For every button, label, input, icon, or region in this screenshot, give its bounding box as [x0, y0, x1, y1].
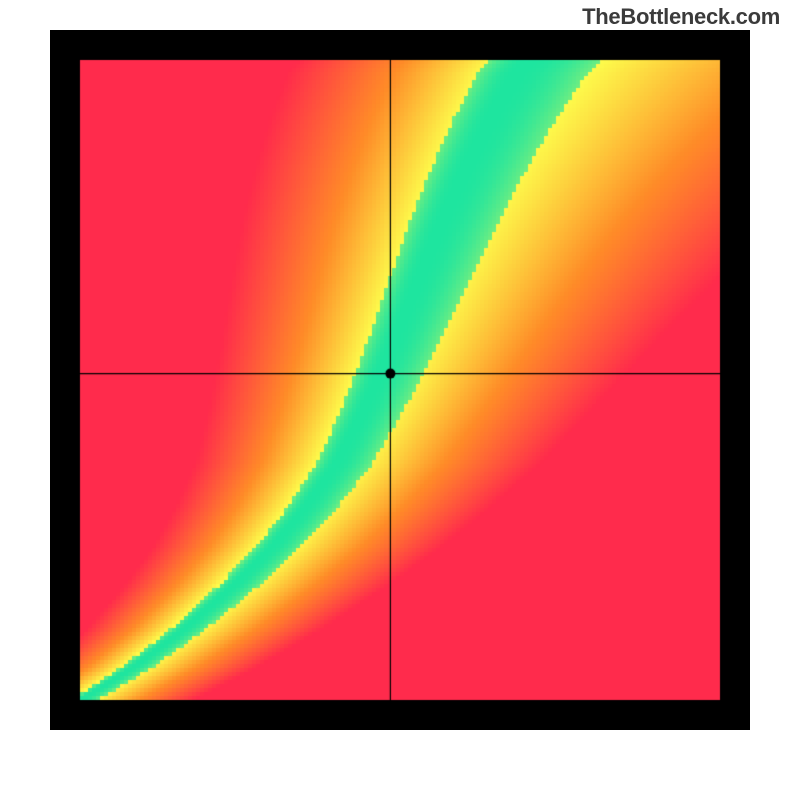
attribution-text: TheBottleneck.com [582, 4, 780, 30]
heatmap-canvas [50, 30, 750, 730]
bottleneck-heatmap [50, 30, 750, 730]
